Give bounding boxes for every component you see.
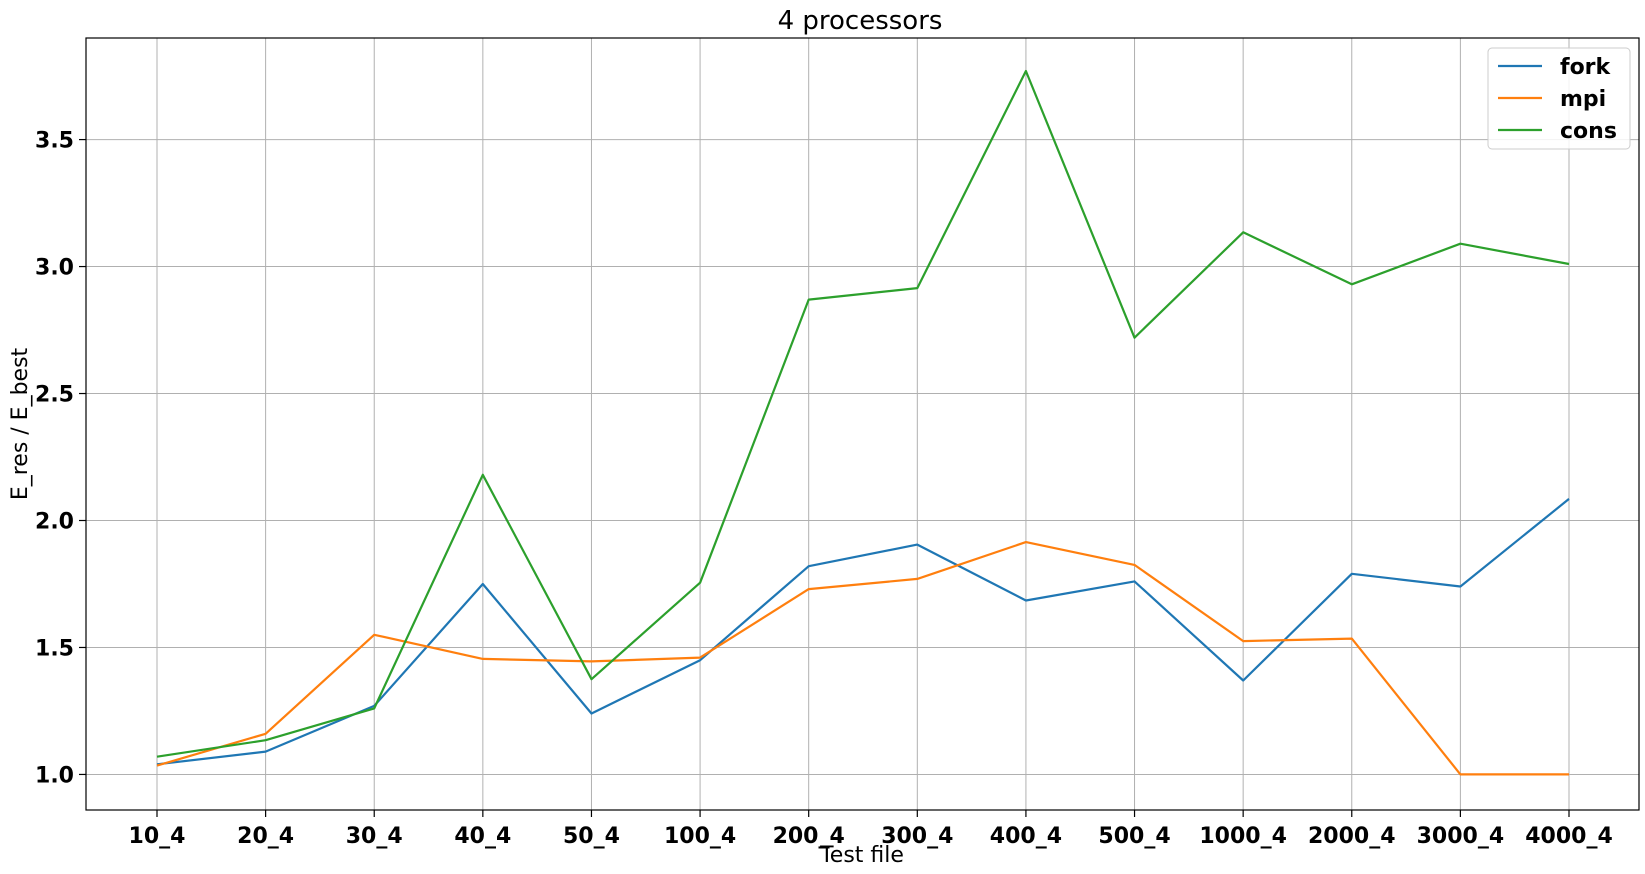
x-tick-label: 4000_4	[1525, 824, 1613, 849]
legend-label-fork: fork	[1560, 55, 1612, 80]
y-tick-label: 2.5	[35, 383, 74, 408]
x-tick-label: 40_4	[454, 824, 511, 849]
legend-label-mpi: mpi	[1560, 87, 1606, 112]
legend-label-cons: cons	[1560, 119, 1617, 144]
x-tick-label: 1000_4	[1199, 824, 1287, 849]
x-tick-label: 2000_4	[1308, 824, 1396, 849]
y-axis-label: E_res / E_best	[8, 347, 33, 500]
x-tick-label: 50_4	[563, 824, 620, 849]
legend: fork mpi cons	[1487, 47, 1631, 150]
x-tick-label: 3000_4	[1417, 824, 1505, 849]
series-line-fork	[156, 498, 1570, 766]
x-tick-label: 500_4	[1098, 824, 1170, 849]
x-tick-label: 300_4	[881, 824, 953, 849]
grid	[86, 38, 1639, 810]
x-tick-label: 100_4	[664, 824, 736, 849]
x-tick-label: 20_4	[237, 824, 294, 849]
x-axis-label: Test file	[819, 843, 904, 868]
series-lines	[156, 69, 1570, 776]
legend-box	[1487, 47, 1631, 150]
y-tick-label: 1.5	[35, 636, 74, 661]
y-tick-label: 1.0	[35, 763, 74, 788]
series-line-mpi	[156, 540, 1569, 776]
x-tick-label: 200_4	[773, 824, 845, 849]
x-axis-ticks: 10_4 20_4 30_4 40_4 50_4 100_4 200_4 300_4 400_4…	[129, 810, 1613, 849]
x-tick-label: 400_4	[990, 824, 1062, 849]
y-tick-label: 2.0	[35, 510, 74, 535]
x-tick-label: 10_4	[129, 824, 186, 849]
series-line-cons	[156, 69, 1570, 758]
x-tick-label: 30_4	[346, 824, 403, 849]
y-tick-label: 3.0	[35, 256, 74, 281]
chart-title: 4 processors	[778, 6, 943, 36]
y-tick-label: 3.5	[35, 129, 74, 154]
plot-frame	[85, 37, 1640, 811]
y-axis-ticks: 1.0 1.5 2.0 2.5 3.0 3.5	[35, 129, 86, 788]
